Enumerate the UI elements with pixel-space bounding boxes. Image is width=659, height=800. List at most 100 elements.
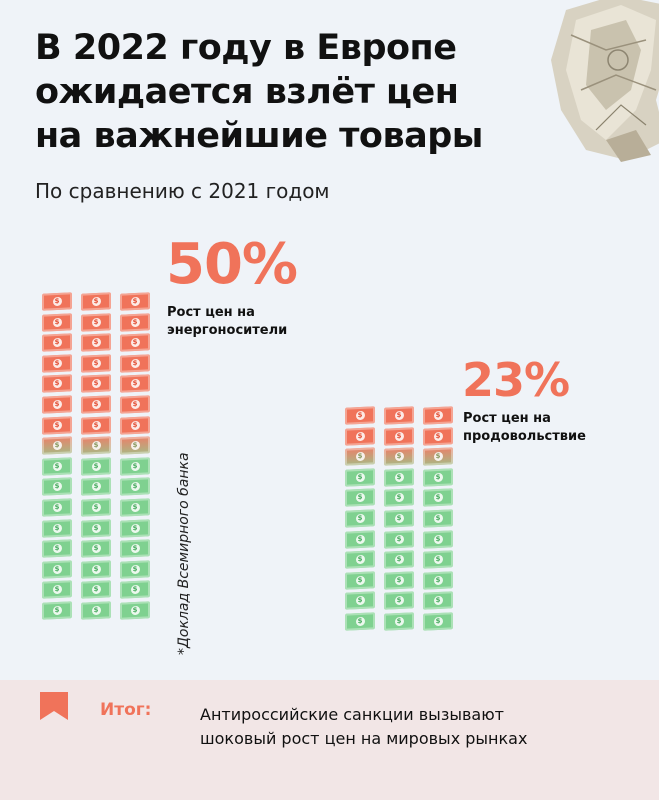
base-bill-icon [120,477,150,497]
base-bill-icon [345,550,375,569]
base-bill-icon [384,467,414,487]
growth-bill-icon [81,333,111,352]
summary-text-line-1: Антироссийские санкции вызывают [200,705,504,724]
growth-bill-icon [345,406,375,425]
growth-bill-icon [120,312,150,332]
growth-bill-icon [120,353,150,373]
base-bill-icon [81,539,111,558]
food-caption-line-2: продовольствие [463,429,586,444]
base-bill-icon [120,601,150,620]
base-bill-icon [423,612,453,631]
growth-bill-icon [120,374,150,394]
growth-bill-icon [81,395,111,414]
growth-bill-icon [42,333,72,352]
base-bill-icon [384,509,414,528]
growth-bill-icon [423,426,453,446]
growth-bill-icon [42,353,72,373]
growth-bill-icon [345,447,375,466]
growth-bill-icon [81,436,111,455]
base-bill-icon [81,498,111,517]
growth-bill-icon [42,312,72,332]
base-bill-icon [81,456,111,476]
title-line-3: на важнейшие товары [35,116,483,156]
base-bill-icon [423,570,453,590]
growth-bill-icon [81,353,111,373]
base-bill-icon [384,570,414,590]
base-bill-icon [120,518,150,538]
growth-bill-icon [42,436,72,455]
base-bill-icon [423,550,453,569]
base-bill-icon [345,529,375,549]
growth-bill-icon [42,374,72,394]
food-caption-line-1: Рост цен на [463,411,551,426]
base-bill-icon [345,467,375,487]
base-bill-icon [345,488,375,508]
subtitle: По сравнению с 2021 годом [35,179,330,203]
base-bill-icon [42,456,72,476]
base-bill-icon [423,509,453,528]
base-bill-icon [81,559,111,579]
summary-label: Итог: [100,700,152,720]
growth-bill-icon [81,312,111,332]
energy-caption-line-2: энергоносители [167,323,288,338]
base-bill-icon [81,580,111,600]
growth-bill-icon [42,395,72,414]
growth-bill-icon [423,406,453,425]
base-bill-icon [42,539,72,558]
base-bill-icon [120,580,150,600]
growth-bill-icon [81,292,111,311]
food-percent: 23% [462,353,570,407]
growth-bill-icon [120,436,150,455]
base-bill-icon [423,529,453,549]
growth-bill-icon [384,406,414,425]
base-bill-icon [42,518,72,538]
growth-bill-icon [384,447,414,466]
crumpled-dollar-image [551,0,659,162]
energy-percent: 50% [166,232,298,297]
food-bills-stack [345,406,453,631]
energy-caption: Рост цен на энергоносители [167,304,287,340]
base-bill-icon [384,612,414,631]
base-bill-icon [345,591,375,611]
base-bill-icon [345,570,375,590]
base-bill-icon [423,488,453,508]
base-bill-icon [42,559,72,579]
base-bill-icon [384,488,414,508]
food-caption: Рост цен на продовольствие [463,410,586,446]
base-bill-icon [120,559,150,579]
growth-bill-icon [120,395,150,414]
base-bill-icon [120,539,150,558]
base-bill-icon [81,477,111,497]
growth-bill-icon [120,415,150,435]
growth-bill-icon [42,415,72,435]
growth-bill-icon [120,333,150,352]
base-bill-icon [345,509,375,528]
base-bill-icon [384,591,414,611]
energy-bills-stack [42,292,150,620]
base-bill-icon [423,467,453,487]
title-line-2: ожидается взлёт цен [35,72,459,112]
summary-text-line-2: шоковый рост цен на мировых рынках [200,729,528,748]
source-note: *Доклад Всемирного банка [176,452,192,655]
energy-caption-line-1: Рост цен на [167,305,255,320]
base-bill-icon [42,601,72,620]
growth-bill-icon [384,426,414,446]
base-bill-icon [384,529,414,549]
base-bill-icon [120,456,150,476]
base-bill-icon [42,498,72,517]
base-bill-icon [81,601,111,620]
base-bill-icon [345,612,375,631]
title-line-1: В 2022 году в Европе [35,28,457,68]
base-bill-icon [120,498,150,517]
base-bill-icon [423,591,453,611]
growth-bill-icon [120,292,150,311]
bookmark-icon [40,692,68,720]
growth-bill-icon [345,426,375,446]
base-bill-icon [384,550,414,569]
growth-bill-icon [81,415,111,435]
summary-text: Антироссийские санкции вызывают шоковый … [200,703,640,751]
base-bill-icon [81,518,111,538]
page-title: В 2022 году в Европе ожидается взлёт цен… [35,26,555,158]
summary-footer: Итог: Антироссийские санкции вызывают шо… [0,680,659,800]
